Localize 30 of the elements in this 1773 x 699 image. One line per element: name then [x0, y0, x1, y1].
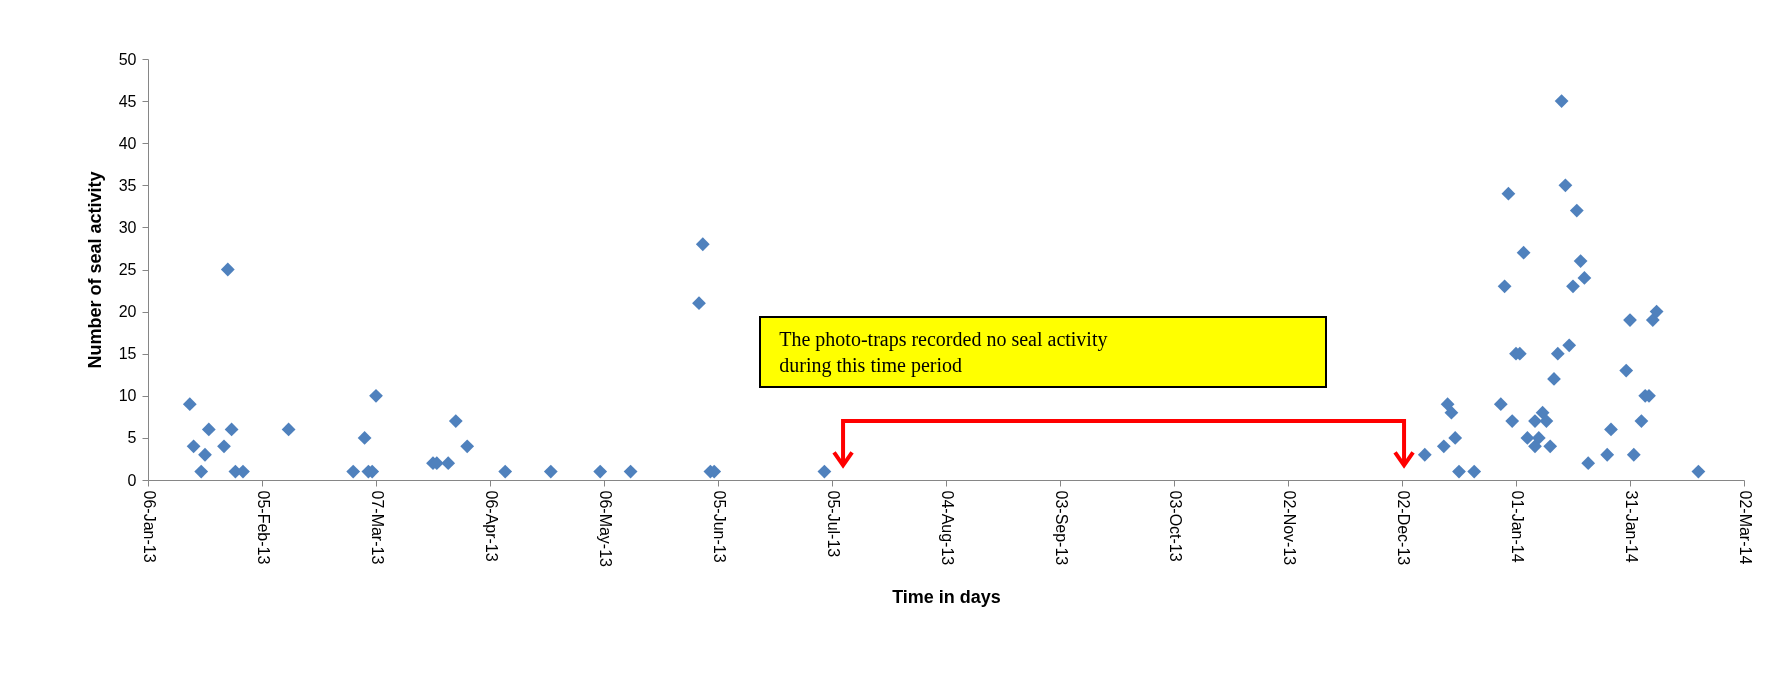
x-tick-label: 02-Nov-13 — [1280, 490, 1298, 566]
y-tick-label: 15 — [118, 345, 137, 363]
y-tick-label: 50 — [118, 50, 137, 68]
x-tick-label: 02-Dec-13 — [1394, 490, 1412, 566]
y-tick-label: 30 — [118, 218, 137, 236]
y-tick-label: 10 — [118, 387, 137, 405]
y-tick-label: 5 — [127, 429, 137, 447]
x-tick-label: 03-Sep-13 — [1052, 490, 1070, 566]
y-tick-label: 40 — [118, 134, 137, 152]
x-tick-label: 05-Feb-13 — [254, 490, 272, 565]
x-tick-label: 05-Jun-13 — [710, 490, 728, 563]
x-tick-label: 06-Apr-13 — [482, 490, 500, 562]
x-tick-label: 31-Jan-14 — [1622, 490, 1640, 563]
y-tick-label: 20 — [118, 303, 137, 321]
y-tick-label: 35 — [118, 176, 137, 194]
y-axis-title: Number of seal activity — [84, 171, 105, 369]
x-tick-label: 05-Jul-13 — [824, 490, 842, 558]
y-tick-label: 25 — [118, 261, 137, 278]
x-tick-label: 04-Aug-13 — [938, 490, 956, 566]
x-tick-label: 06-Jan-13 — [140, 490, 158, 563]
y-tick-label: 45 — [118, 92, 137, 110]
y-tick-label: 0 — [127, 471, 137, 489]
callout-box: The photo-traps recorded no seal activity during this time period — [759, 315, 1328, 388]
x-tick-label: 07-Mar-13 — [368, 490, 386, 565]
x-axis-title: Time in days — [892, 586, 1001, 607]
x-tick-label: 03-Oct-13 — [1166, 490, 1184, 562]
x-tick-label: 02-Mar-14 — [1736, 490, 1754, 565]
x-tick-label: 06-May-13 — [596, 490, 614, 568]
x-tick-label: 01-Jan-14 — [1508, 490, 1526, 563]
annotation: The photo-traps recorded no seal activity during this time period — [779, 326, 1109, 378]
